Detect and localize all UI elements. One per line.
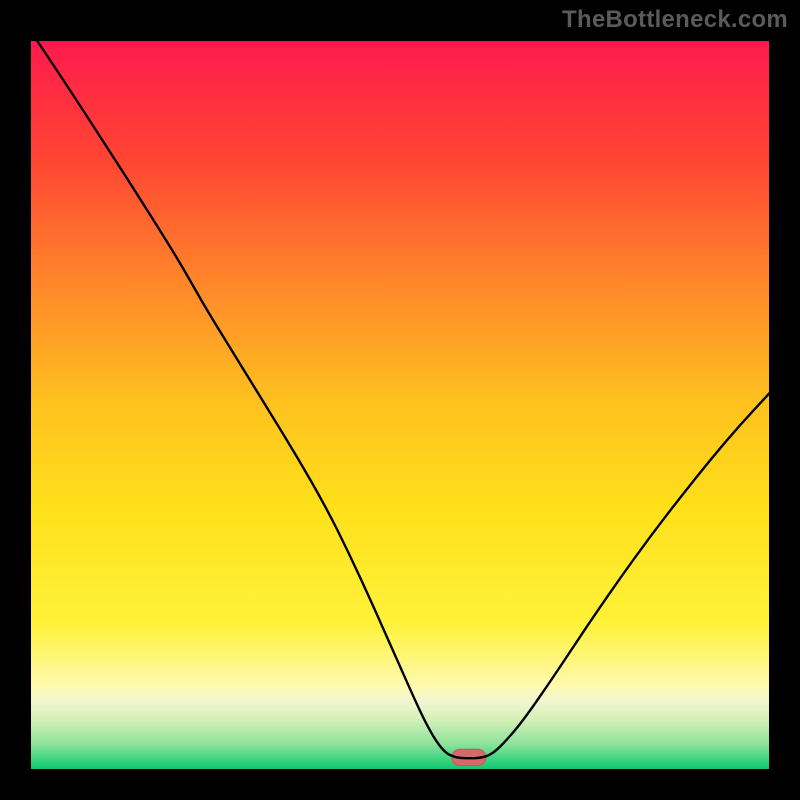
plot-svg <box>30 30 770 770</box>
gradient-background <box>30 41 770 770</box>
chart-frame: TheBottleneck.com <box>0 0 800 800</box>
plot-area <box>30 30 770 770</box>
